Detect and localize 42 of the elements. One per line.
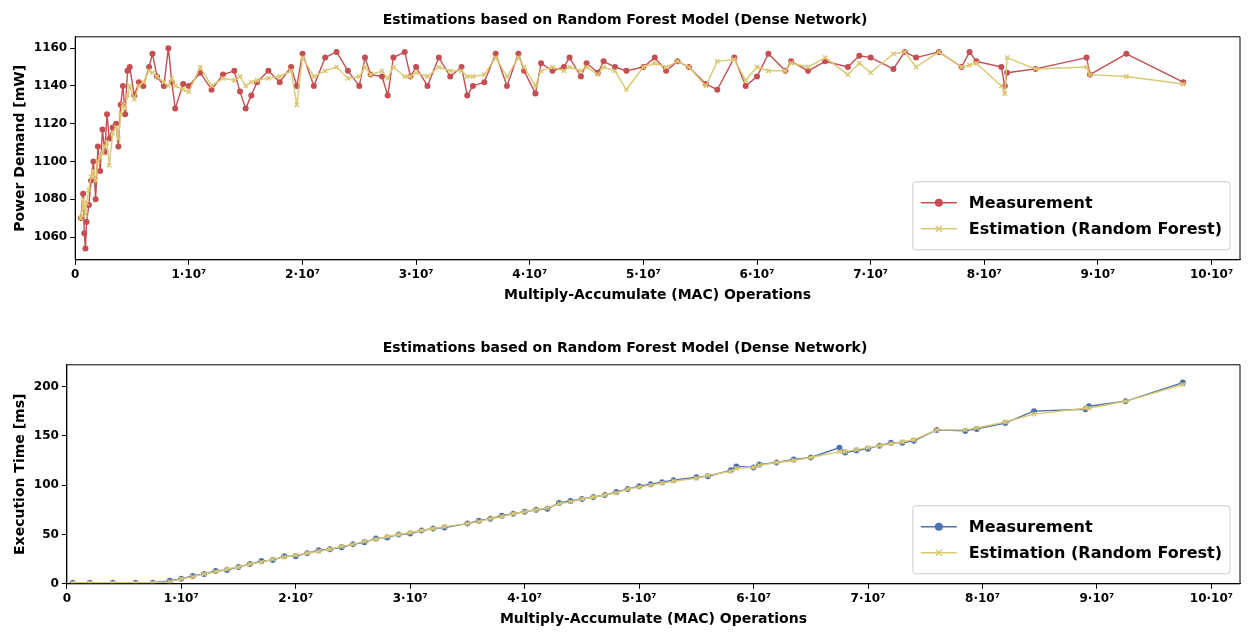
x-tick-label: 5·10⁷ xyxy=(621,591,657,606)
y-tick-label: 1060 xyxy=(33,229,68,244)
y-tick-label: 150 xyxy=(33,427,59,442)
chart-title: Estimations based on Random Forest Model (Dense Network) xyxy=(382,339,868,356)
x-tick-label: 3·10⁷ xyxy=(398,267,434,282)
x-tick-label: 10·10⁷ xyxy=(1189,267,1234,282)
y-tick-label: 100 xyxy=(33,477,59,492)
x-tick-label: 3·10⁷ xyxy=(392,591,428,606)
y-tick-label: 1120 xyxy=(33,115,68,130)
x-tick-label: 1·10⁷ xyxy=(171,267,207,282)
x-axis-title: Multiply-Accumulate (MAC) Operations xyxy=(504,286,812,303)
y-tick-label: 200 xyxy=(33,378,59,393)
x-tick-label: 9·10⁷ xyxy=(1080,267,1116,282)
x-tick-label: 9·10⁷ xyxy=(1079,591,1115,606)
legend-label: Measurement xyxy=(968,516,1093,536)
x-tick-label: 6·10⁷ xyxy=(736,591,772,606)
x-tick-label: 7·10⁷ xyxy=(853,267,889,282)
y-tick-label: 1080 xyxy=(33,191,68,206)
chart-title: Estimations based on Random Forest Model (Dense Network) xyxy=(382,11,868,28)
x-tick-label: 4·10⁷ xyxy=(512,267,548,282)
y-tick-label: 1160 xyxy=(33,40,68,55)
x-tick-label: 1·10⁷ xyxy=(163,591,199,606)
x-tick-label: 8·10⁷ xyxy=(966,267,1002,282)
y-tick-label: 1140 xyxy=(33,78,68,93)
legend-label: Estimation (Random Forest) xyxy=(968,542,1223,562)
x-tick-label: 2·10⁷ xyxy=(278,591,314,606)
x-tick-label: 5·10⁷ xyxy=(625,267,661,282)
x-tick-label: 7·10⁷ xyxy=(850,591,886,606)
legend-label: Measurement xyxy=(968,192,1093,212)
y-tick-label: 0 xyxy=(50,575,59,590)
x-tick-label: 6·10⁷ xyxy=(739,267,775,282)
y-axis-title: Power Demand [mW] xyxy=(11,64,28,232)
x-axis-title: Multiply-Accumulate (MAC) Operations xyxy=(499,610,807,627)
x-tick-label: 0 xyxy=(71,267,80,282)
y-tick-label: 1100 xyxy=(33,153,68,168)
legend-label: Estimation (Random Forest) xyxy=(968,218,1223,238)
x-tick-label: 4·10⁷ xyxy=(507,591,543,606)
y-tick-label: 50 xyxy=(42,526,59,541)
x-tick-label: 2·10⁷ xyxy=(285,267,320,282)
y-axis-title: Execution Time [ms] xyxy=(11,393,28,555)
x-tick-label: 10·10⁷ xyxy=(1189,591,1233,606)
x-tick-label: 8·10⁷ xyxy=(965,591,1000,606)
